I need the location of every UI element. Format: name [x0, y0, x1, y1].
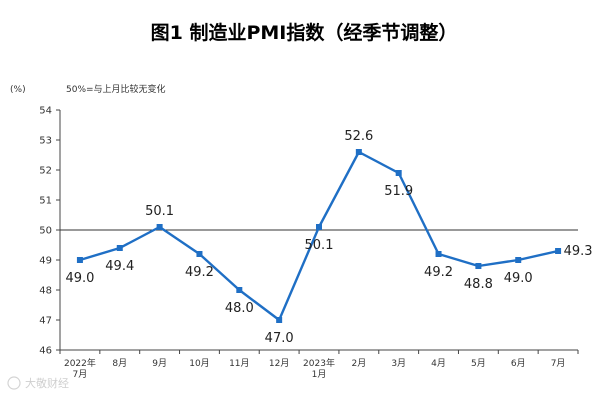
data-label: 49.2	[185, 265, 214, 280]
data-point	[475, 263, 482, 269]
x-tick-label-line: 12月	[269, 358, 289, 369]
x-tick-label-line: 11月	[229, 358, 249, 369]
y-tick-label: 49	[39, 256, 52, 267]
y-tick-label: 51	[39, 196, 52, 207]
x-tick-label-line: 8月	[112, 358, 127, 369]
y-axis-unit: (%)	[10, 85, 26, 95]
x-tick-label: 11月	[229, 358, 249, 369]
x-tick-label: 2月	[351, 358, 366, 369]
x-tick-label-line: 2023年	[303, 357, 335, 369]
x-tick-label-line: 5月	[471, 358, 486, 369]
x-tick-label: 6月	[511, 358, 526, 369]
x-tick-label-line: 2022年	[64, 357, 96, 369]
y-tick-label: 52	[39, 166, 52, 177]
x-tick-label: 2023年 1月	[303, 357, 335, 380]
y-tick-label: 53	[39, 136, 52, 147]
data-point	[435, 251, 442, 257]
x-tick-label-line: 7月	[551, 358, 566, 369]
data-point	[515, 257, 522, 263]
data-point	[276, 317, 283, 323]
data-point	[156, 224, 163, 230]
x-tick-label: 4月	[431, 358, 446, 369]
x-tick-label-line: 1月	[312, 369, 327, 380]
data-label: 48.8	[464, 277, 493, 292]
data-label: 48.0	[225, 301, 254, 316]
data-point	[555, 248, 562, 254]
y-tick-label: 50	[39, 226, 52, 237]
x-tick-label-line: 7月	[73, 369, 88, 380]
y-axis-ticks: 46 47 48 49 50 51 52 53 54	[39, 106, 60, 357]
data-point	[395, 170, 402, 176]
data-label: 49.2	[424, 265, 453, 280]
data-label: 49.0	[65, 271, 94, 286]
data-label: 52.6	[344, 129, 373, 144]
x-tick-label-line: 3月	[391, 358, 406, 369]
x-tick-label-line: 9月	[152, 358, 167, 369]
x-tick-label: 9月	[152, 358, 167, 369]
data-point	[196, 251, 203, 257]
data-point	[236, 287, 243, 293]
data-series	[76, 149, 562, 323]
watermark-logo-icon	[7, 376, 21, 390]
watermark: 大敬财经	[7, 376, 69, 390]
x-tick-label-line: 4月	[431, 358, 446, 369]
x-tick-label-line: 6月	[511, 358, 526, 369]
x-tick-label-line: 10月	[189, 358, 209, 369]
y-tick-label: 47	[39, 316, 52, 327]
data-point	[76, 257, 83, 263]
y-tick-label: 54	[39, 106, 52, 117]
x-tick-label-line: 2月	[351, 358, 366, 369]
data-labels: 49.0 49.4 50.1 49.2 48.0 47.0 50.1 52.6 51.9 49.2…	[65, 129, 592, 346]
data-label: 47.0	[265, 331, 294, 346]
y-tick-label: 48	[39, 286, 52, 297]
data-label: 50.1	[305, 238, 334, 253]
data-point	[316, 224, 322, 230]
data-label: 50.1	[145, 204, 174, 219]
data-point	[355, 149, 362, 155]
y-tick-label: 46	[39, 346, 52, 357]
x-tick-label: 3月	[391, 358, 406, 369]
x-tick-label: 2022年 7月	[64, 357, 96, 380]
x-tick-label: 5月	[471, 358, 486, 369]
data-label: 49.4	[105, 259, 134, 274]
data-point	[116, 245, 123, 251]
x-tick-label: 12月	[269, 358, 289, 369]
data-label: 49.3	[564, 244, 593, 259]
x-tick-label: 10月	[189, 358, 209, 369]
data-label: 51.9	[384, 184, 413, 199]
series-line	[79, 150, 559, 322]
chart-title: 图1 制造业PMI指数（经季节调整）	[151, 21, 458, 44]
chart-annotation: 50%=与上月比较无变化	[66, 83, 166, 95]
data-label: 49.0	[504, 271, 533, 286]
x-tick-label: 7月	[551, 358, 566, 369]
x-tick-label: 8月	[112, 358, 127, 369]
watermark-text: 大敬财经	[25, 376, 69, 390]
